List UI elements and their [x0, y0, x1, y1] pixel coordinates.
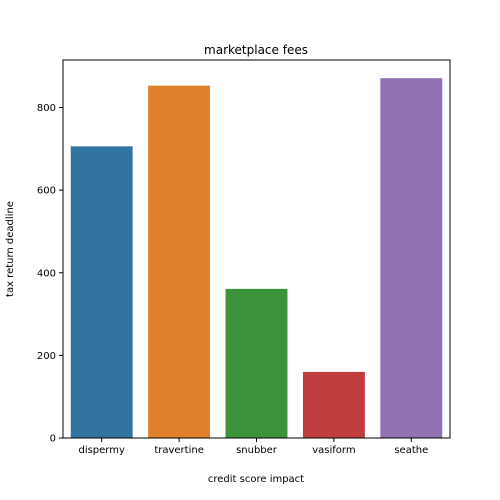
y-tick-label: 600 — [37, 186, 56, 197]
bar-travertine — [148, 85, 211, 439]
bar-vasiform — [302, 371, 365, 438]
x-tick-label: seathe — [394, 445, 428, 456]
y-tick-label: 200 — [37, 351, 56, 362]
y-tick-label: 400 — [37, 268, 56, 279]
bar-dispermy — [70, 146, 133, 438]
y-tick-label: 800 — [37, 103, 56, 114]
bar-seathe — [380, 78, 443, 439]
x-axis-label: credit score impact — [208, 474, 304, 485]
x-tick-label: dispermy — [78, 445, 125, 456]
x-tick-label: snubber — [236, 445, 278, 456]
x-axis-ticks: dispermy travertine snubber vasiform seathe — [78, 438, 428, 456]
y-tick-label: 0 — [50, 434, 56, 445]
chart-title: marketplace fees — [204, 43, 308, 57]
x-tick-label: travertine — [154, 445, 204, 456]
y-axis-label: tax return deadline — [5, 201, 16, 297]
x-tick-label: vasiform — [312, 445, 355, 456]
bars-group — [70, 78, 443, 439]
plot-frame — [62, 59, 451, 439]
bar-snubber — [225, 288, 288, 438]
y-axis-ticks: 0 200 400 600 800 — [37, 103, 63, 445]
